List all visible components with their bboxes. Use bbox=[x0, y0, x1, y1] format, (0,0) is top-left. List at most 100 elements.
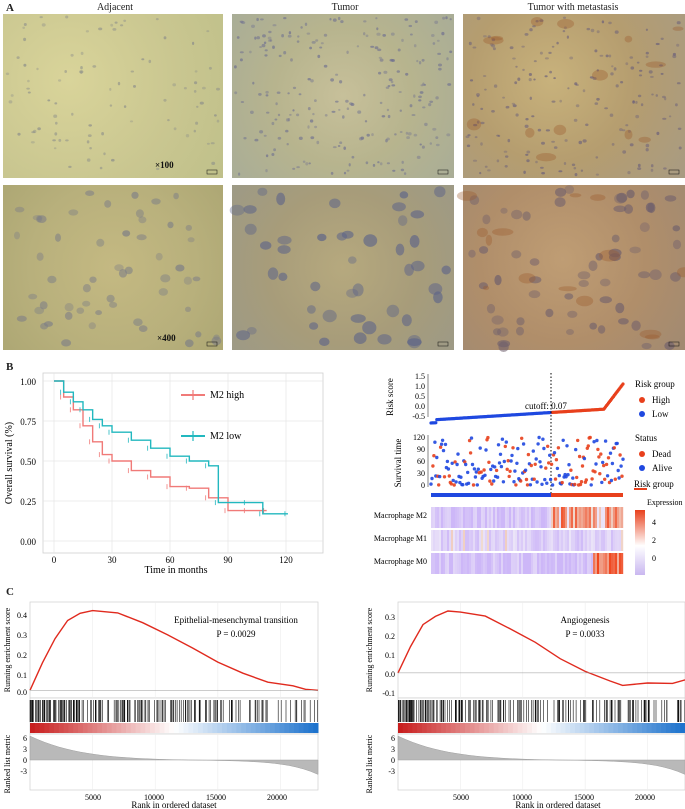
cell-nucleus bbox=[55, 233, 61, 242]
cell-nucleus bbox=[330, 171, 334, 175]
cell-nucleus bbox=[419, 143, 422, 146]
heatmap-cell bbox=[541, 553, 544, 574]
cell-nucleus bbox=[388, 78, 393, 82]
cell-nucleus bbox=[515, 113, 519, 117]
cell-nucleus bbox=[670, 272, 681, 282]
heatmap-cell bbox=[501, 553, 504, 574]
survival-point bbox=[603, 477, 607, 481]
heatmap-cell bbox=[497, 553, 500, 574]
rank-colorbar-cell bbox=[431, 723, 437, 733]
cell-nucleus bbox=[258, 93, 262, 96]
cell-nucleus bbox=[254, 36, 257, 40]
survival-point bbox=[438, 474, 442, 479]
cell-nucleus bbox=[548, 51, 552, 55]
cell-nucleus bbox=[65, 139, 69, 142]
cell-nucleus bbox=[277, 235, 292, 245]
heatmap-cell bbox=[503, 507, 506, 528]
heatmap-cell bbox=[593, 553, 596, 574]
heatmap-cell bbox=[531, 553, 534, 574]
rank-colorbar-cell bbox=[39, 723, 45, 733]
cell-nucleus bbox=[438, 63, 442, 67]
heatmap-cell bbox=[603, 553, 606, 574]
survival-point bbox=[528, 483, 533, 487]
cell-nucleus bbox=[416, 59, 419, 63]
cell-nucleus bbox=[292, 86, 297, 90]
riskgroup-bar-high bbox=[551, 493, 623, 497]
cell-nucleus bbox=[54, 102, 58, 105]
cell-nucleus bbox=[342, 115, 345, 119]
survival-point bbox=[565, 444, 569, 448]
cell-nucleus bbox=[638, 74, 643, 77]
survival-point bbox=[487, 460, 491, 464]
heatmap-cell bbox=[589, 530, 592, 551]
heatmap-cell bbox=[555, 507, 558, 528]
heatmap-cell bbox=[469, 553, 472, 574]
cell-nucleus bbox=[528, 73, 533, 76]
rank-colorbar-cell bbox=[398, 723, 404, 733]
gsea-right-xlabel: Rank in ordered dataset bbox=[515, 800, 601, 809]
heatmap-cell bbox=[467, 553, 470, 574]
cell-nucleus bbox=[175, 264, 185, 272]
cell-nucleus bbox=[99, 166, 103, 170]
surv-tick: 0 bbox=[421, 481, 425, 490]
gsea-right-metric-tick: 3 bbox=[391, 745, 395, 754]
cell-nucleus bbox=[614, 30, 619, 34]
cell-nucleus bbox=[410, 210, 425, 219]
cell-nucleus bbox=[124, 266, 133, 275]
survival-point bbox=[510, 453, 514, 458]
cell-nucleus bbox=[616, 192, 628, 203]
cell-nucleus bbox=[350, 103, 355, 106]
cell-nucleus bbox=[250, 110, 254, 115]
survival-point bbox=[483, 473, 487, 477]
km-ylabel: Overall survival (%) bbox=[4, 422, 15, 504]
heatmap-cell bbox=[583, 553, 586, 574]
cell-nucleus bbox=[629, 56, 634, 59]
cell-nucleus bbox=[400, 168, 405, 172]
micrograph-adjacent-100x: ×100 bbox=[3, 14, 223, 178]
heatmap-cell bbox=[619, 507, 622, 528]
survival-point bbox=[445, 459, 450, 464]
cell-nucleus bbox=[585, 123, 589, 127]
rank-colorbar-cell bbox=[503, 723, 509, 733]
risk-tick: 0.5 bbox=[415, 392, 425, 401]
survival-point bbox=[513, 469, 517, 473]
cell-nucleus bbox=[317, 233, 327, 242]
heatmap-cell bbox=[457, 530, 460, 551]
cell-nucleus bbox=[491, 110, 495, 113]
cell-nucleus bbox=[68, 165, 72, 168]
heatmap-cell bbox=[511, 530, 514, 551]
legend-status-title: Status bbox=[635, 433, 658, 443]
heatmap-cell bbox=[537, 507, 540, 528]
survival-point bbox=[506, 459, 510, 463]
heatmap-cell bbox=[515, 530, 518, 551]
cell-nucleus bbox=[309, 322, 319, 330]
cell-nucleus bbox=[314, 99, 317, 102]
cell-nucleus bbox=[86, 140, 90, 144]
cell-nucleus bbox=[512, 104, 517, 108]
cell-nucleus bbox=[348, 163, 351, 167]
heatmap-cell bbox=[597, 507, 600, 528]
legend-dead: Dead bbox=[652, 449, 671, 459]
cell-nucleus bbox=[158, 288, 168, 296]
cell-nucleus bbox=[185, 224, 192, 231]
cell-nucleus bbox=[563, 26, 567, 30]
heatmap-cell bbox=[459, 553, 462, 574]
survival-point bbox=[613, 477, 617, 481]
cell-nucleus bbox=[272, 45, 275, 49]
cell-nucleus bbox=[8, 100, 13, 104]
heatmap-cell bbox=[461, 530, 464, 551]
cell-nucleus bbox=[61, 339, 72, 347]
cell-nucleus bbox=[308, 162, 311, 165]
cell-nucleus bbox=[595, 173, 600, 176]
cell-nucleus bbox=[422, 106, 426, 109]
heatmap-cell bbox=[521, 553, 524, 574]
heatmap-cell bbox=[585, 553, 588, 574]
gsea-left-pvalue: P = 0.0029 bbox=[217, 629, 256, 639]
cell-nucleus bbox=[441, 265, 451, 275]
cell-nucleus bbox=[287, 92, 290, 95]
cell-nucleus bbox=[645, 202, 655, 213]
heatmap-cell bbox=[467, 507, 470, 528]
cell-nucleus bbox=[336, 232, 348, 241]
rank-colorbar-cell bbox=[584, 723, 590, 733]
heatmap-cell bbox=[555, 553, 558, 574]
